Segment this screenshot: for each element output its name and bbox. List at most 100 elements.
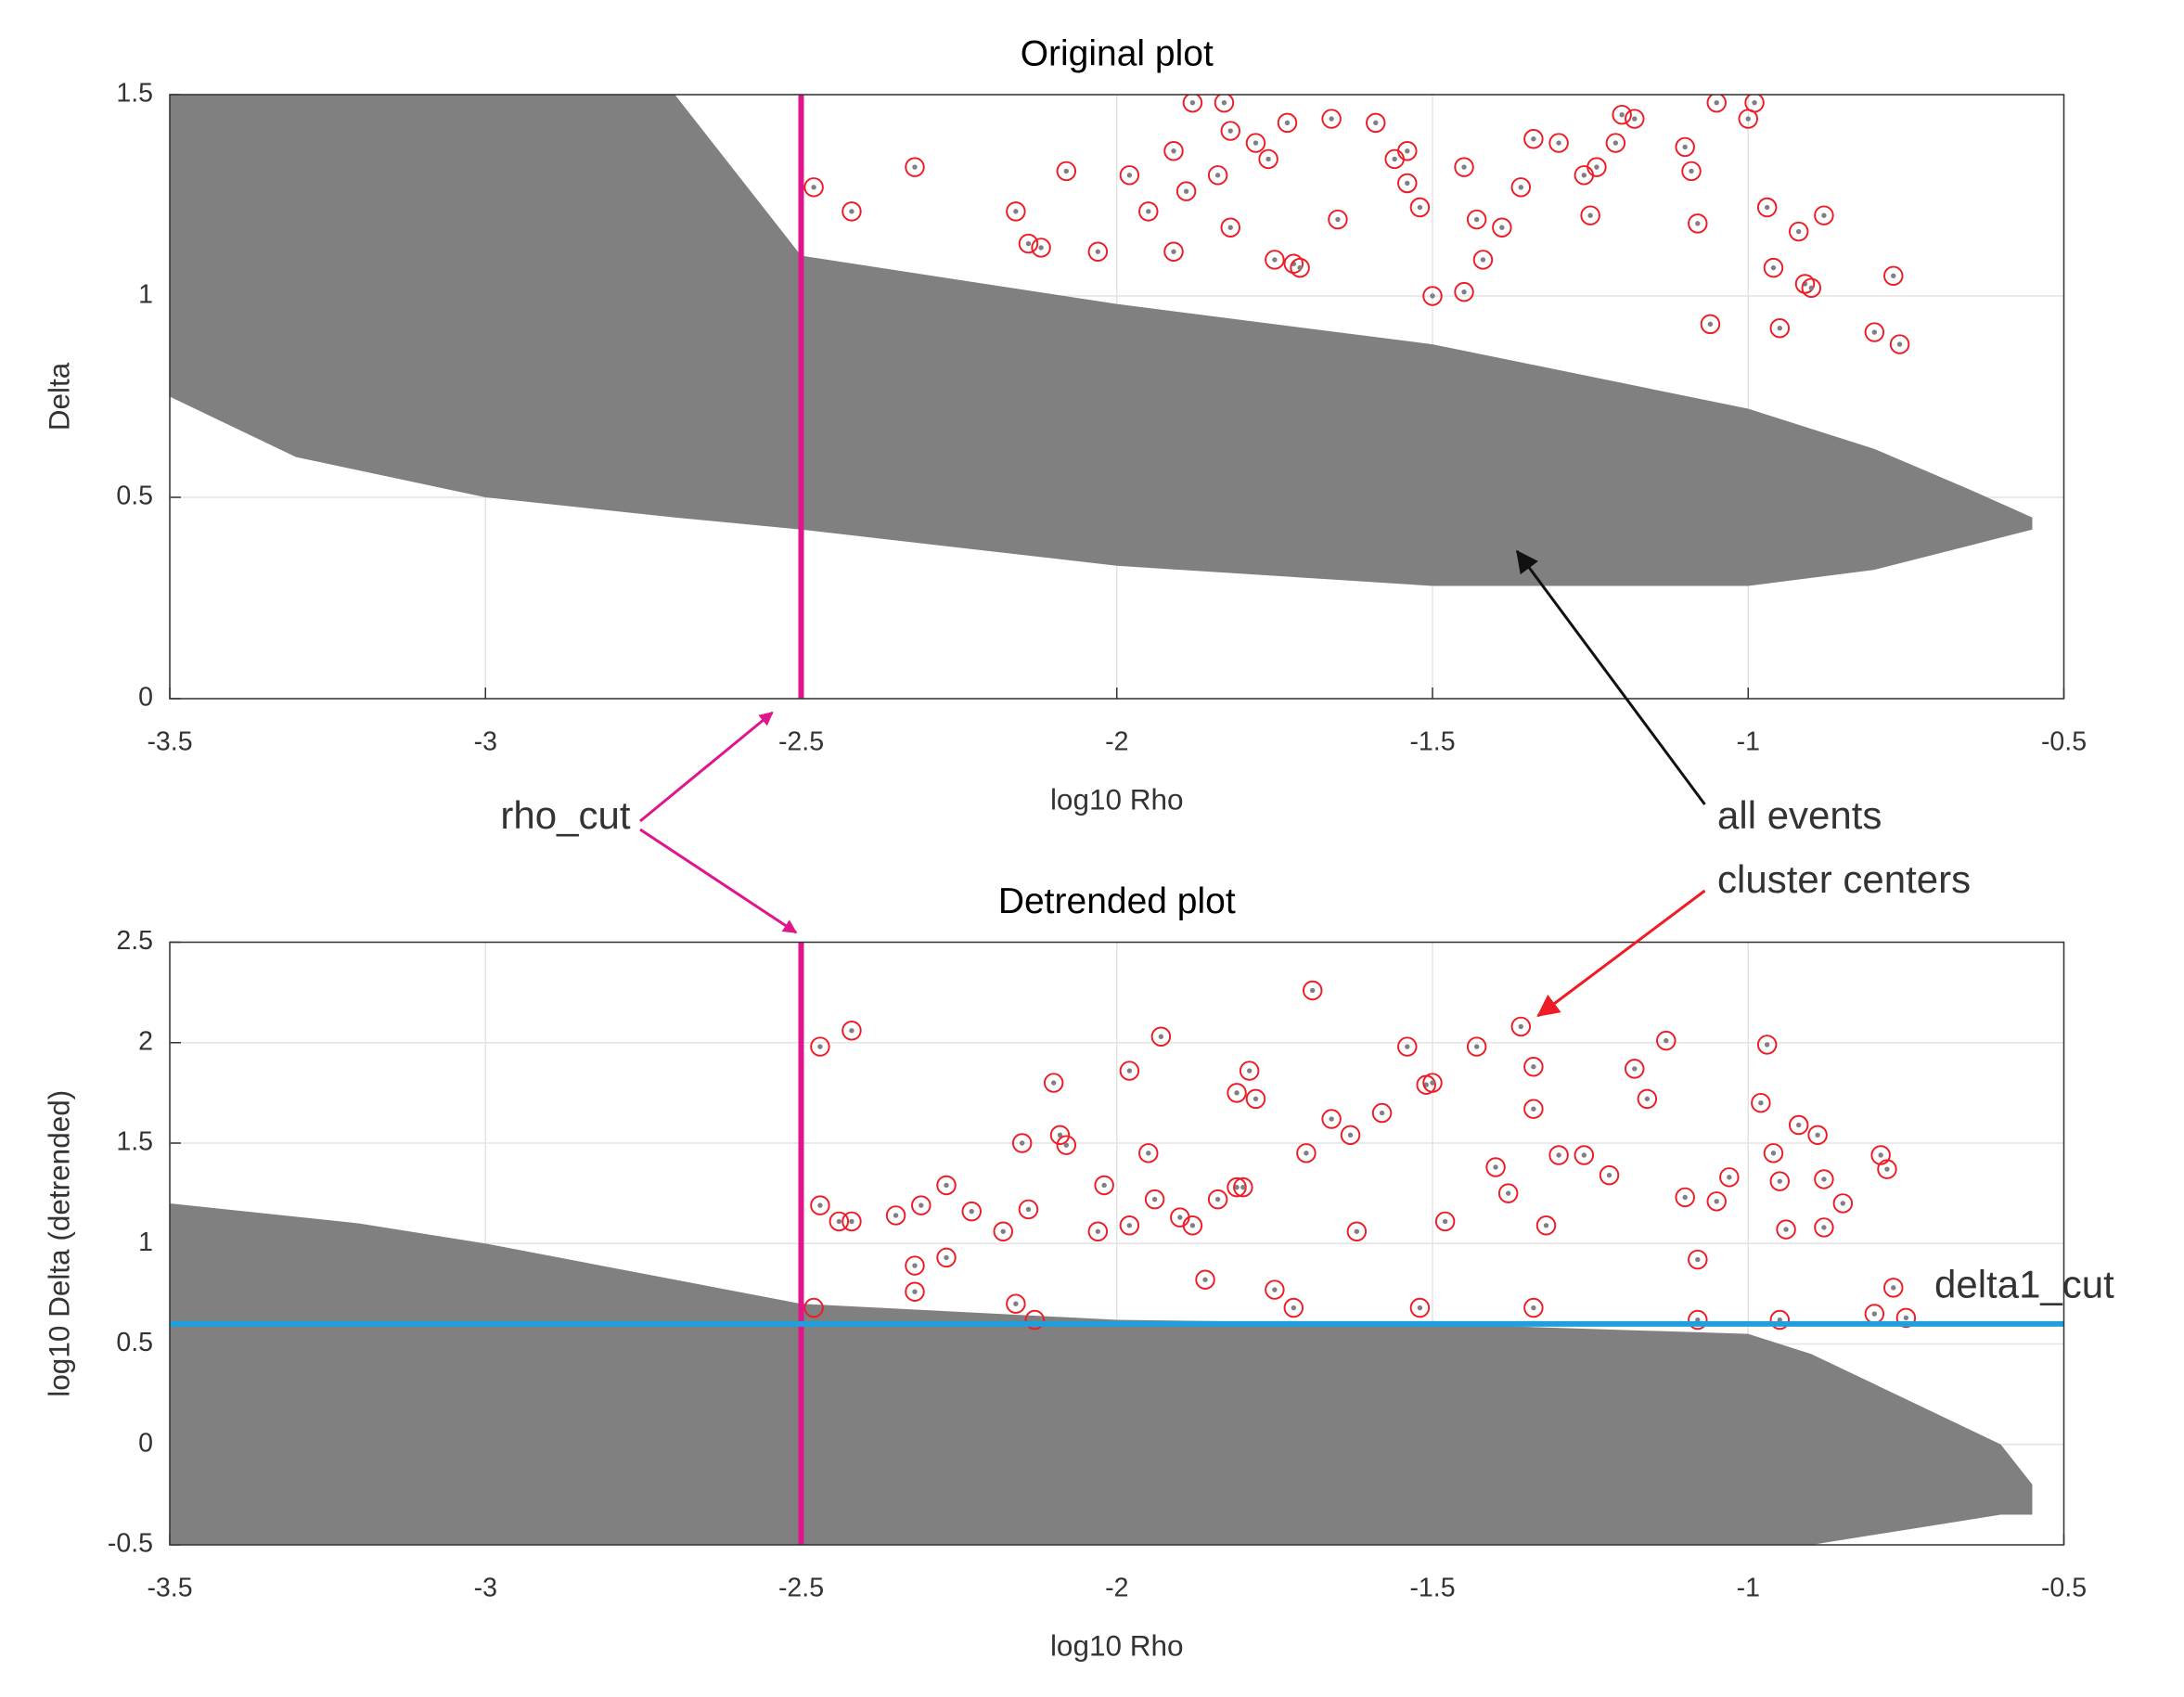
cluster-center [1195, 1269, 1215, 1290]
cluster-center [1031, 238, 1051, 258]
center-ring [1397, 1036, 1418, 1057]
cluster-center [1807, 1125, 1828, 1146]
cluster-center [1321, 1109, 1342, 1129]
center-dot [1821, 1176, 1827, 1182]
center-dot [1202, 1277, 1208, 1282]
center-ring [803, 177, 824, 198]
center-ring [1769, 1171, 1791, 1191]
cluster-center [1492, 217, 1512, 238]
center-dot [1417, 1305, 1423, 1311]
center-ring [1182, 95, 1203, 113]
x-tick-label: -3.5 [147, 1574, 192, 1603]
center-ring [1119, 1061, 1140, 1081]
center-ring [1574, 1145, 1595, 1165]
center-ring [1321, 109, 1342, 129]
center-ring [1031, 238, 1051, 258]
cluster-center [905, 157, 925, 177]
center-ring [1580, 205, 1600, 225]
y-tick-label: 1.5 [116, 1127, 153, 1157]
center-ring [1011, 1133, 1033, 1153]
center-ring [1625, 109, 1645, 129]
center-ring [1769, 317, 1791, 339]
center-ring [1227, 1176, 1247, 1198]
cluster-center [1245, 133, 1266, 153]
center-ring [936, 1175, 957, 1196]
center-dot [1493, 1164, 1498, 1170]
cluster-center [1296, 1143, 1317, 1163]
cluster-center [1214, 95, 1235, 113]
center-dot [1038, 245, 1044, 251]
center-dot [1587, 212, 1593, 218]
center-dot [1518, 185, 1523, 190]
center-ring [1485, 1157, 1506, 1177]
center-dot [1689, 168, 1694, 174]
cluster-center [1018, 233, 1039, 254]
cluster-center [1605, 133, 1626, 153]
x-tick-label: -1 [1737, 1574, 1760, 1603]
cluster-center [1340, 1125, 1361, 1146]
center-dot [1329, 1116, 1334, 1122]
center-dot [1025, 1206, 1032, 1213]
center-ring [1510, 1016, 1531, 1037]
center-ring [905, 1281, 925, 1302]
center-dot [811, 1305, 816, 1311]
center-ring [1150, 1026, 1172, 1047]
x-tick-label: -2.5 [778, 1574, 824, 1603]
center-ring [1296, 1143, 1317, 1163]
center-ring [1587, 157, 1607, 177]
center-dot [1405, 1044, 1410, 1049]
y-tick-label: 1 [138, 280, 153, 310]
center-dot [1227, 225, 1233, 230]
cluster-center [1182, 95, 1203, 113]
cluster-center [1769, 1171, 1791, 1191]
cluster-center [1220, 121, 1240, 141]
center-dot [1764, 204, 1770, 211]
cluster-center [810, 1036, 830, 1057]
cluster-center [1497, 1183, 1519, 1203]
center-dot [919, 1202, 924, 1208]
cluster-center [1119, 165, 1140, 186]
center-dot [1632, 116, 1638, 122]
center-ring [1176, 181, 1197, 201]
center-dot [1821, 1225, 1827, 1230]
center-ring [1523, 1057, 1544, 1077]
cluster-center [1738, 109, 1758, 129]
center-dot [1714, 99, 1719, 106]
center-ring [1265, 250, 1285, 270]
arrow [1536, 889, 1706, 1018]
cluster-center [1397, 1036, 1418, 1057]
cluster-center [1523, 1057, 1544, 1077]
center-ring [1832, 1193, 1854, 1214]
cluster-center [1756, 197, 1778, 218]
center-ring [1656, 1030, 1677, 1051]
center-dot [1253, 1096, 1259, 1102]
cluster-center [1454, 281, 1474, 302]
cluster-center [1258, 148, 1278, 170]
center-dot [1189, 1223, 1196, 1228]
cluster-center [1523, 129, 1544, 149]
cluster-center [1466, 209, 1487, 230]
cluster-center [1422, 286, 1443, 306]
center-dot [1714, 1199, 1719, 1204]
center-dot [1752, 99, 1757, 106]
cluster-center [810, 1195, 830, 1215]
center-ring [1094, 1175, 1114, 1196]
center-ring [1265, 1279, 1285, 1300]
cluster-center [993, 1221, 1013, 1241]
cluster-center [1883, 265, 1904, 287]
cluster-center [1832, 1193, 1854, 1214]
center-ring [1397, 141, 1418, 161]
y-tick-label: -0.5 [108, 1529, 153, 1559]
center-ring [1207, 165, 1228, 186]
center-dot [1808, 285, 1815, 291]
center-ring [936, 1247, 957, 1268]
cluster-center [1599, 1164, 1620, 1186]
center-dot [1543, 1223, 1549, 1228]
center-ring [1625, 1059, 1645, 1079]
cluster-center [1239, 1061, 1260, 1081]
cluster-center [1207, 1189, 1228, 1210]
center-dot [849, 1028, 854, 1034]
center-dot [1473, 216, 1480, 223]
x-tick-label: -2 [1105, 727, 1128, 757]
cluster-center [1814, 205, 1834, 225]
